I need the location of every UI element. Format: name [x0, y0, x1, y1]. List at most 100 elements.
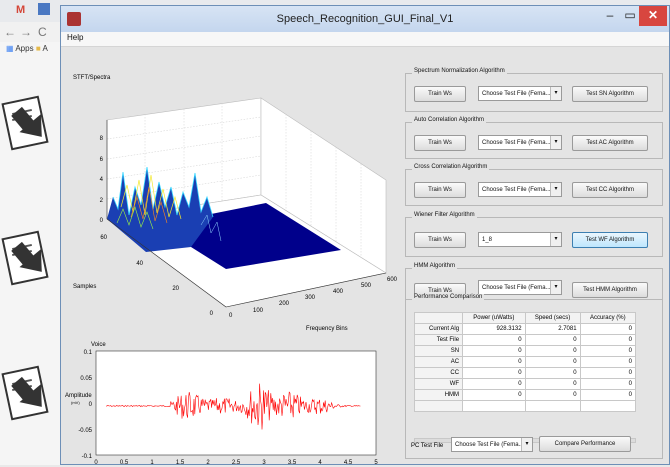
table-cell[interactable]: 0 [462, 367, 526, 379]
wf-panel: Wiener Filter Algorithm Train Ws 1_8 ▾ Te… [405, 212, 663, 257]
svg-text:100: 100 [253, 308, 264, 314]
hmm-test-file-select[interactable]: Choose Test File (Fema... ▾ [478, 280, 562, 295]
stft-ylabel: Samples [73, 284, 96, 290]
docs-tab-icon[interactable] [38, 3, 50, 15]
column-header[interactable]: Accuracy (%) [579, 312, 637, 324]
table-cell[interactable]: 0 [524, 345, 581, 357]
hmm-test-button[interactable]: Test HMM Algorithm [572, 282, 648, 298]
table-cell[interactable]: 0 [579, 345, 637, 357]
voice-ylabel: Amplitude [65, 393, 92, 399]
sn-test-button[interactable]: Test SN Algorithm [572, 86, 648, 102]
cc-test-file-select[interactable]: Choose Test File (Fema... ▾ [478, 182, 562, 197]
table-cell[interactable]: 0 [524, 334, 581, 346]
sn-panel: Spectrum Normalization Algorithm Train W… [405, 68, 663, 112]
desktop-shortcut-icon[interactable] [0, 365, 56, 427]
sn-train-button[interactable]: Train Ws [414, 86, 466, 102]
table-cell[interactable]: 0 [524, 389, 581, 401]
svg-text:500: 500 [361, 283, 372, 289]
svg-text:40: 40 [136, 261, 143, 267]
cc-panel-title: Cross Correlation Algorithm [412, 164, 490, 170]
svg-text:1: 1 [150, 460, 154, 466]
svg-text:-0.05: -0.05 [78, 428, 92, 434]
ac-train-button[interactable]: Train Ws [414, 135, 466, 151]
table-cell[interactable]: 0 [579, 378, 637, 390]
ac-panel: Auto Correlation Algorithm Train Ws Choo… [405, 117, 663, 159]
ac-test-file-select[interactable]: Choose Test File (Fema... ▾ [478, 135, 562, 150]
wf-panel-title: Wiener Filter Algorithm [412, 212, 477, 218]
chevron-down-icon: ▾ [550, 281, 561, 294]
row-header: SN [413, 345, 464, 357]
apps-grid-icon[interactable]: ▦ [6, 44, 14, 53]
reload-icon[interactable]: C [38, 25, 47, 39]
stft-spikes [107, 166, 222, 252]
column-header[interactable]: Speed (secs) [524, 312, 581, 324]
column-header[interactable]: Power (uWatts) [462, 312, 526, 324]
table-cell[interactable]: 0 [462, 334, 526, 346]
table-cell[interactable]: 0 [524, 367, 581, 379]
sn-test-file-select[interactable]: Choose Test File (Fema... ▾ [478, 86, 562, 101]
apps-bookmark[interactable]: Apps [15, 44, 34, 53]
table-cell[interactable]: 0 [524, 378, 581, 390]
desktop-shortcut-icon[interactable] [0, 95, 56, 157]
window-title: Speech_Recognition_GUI_Final_V1 [276, 13, 454, 25]
svg-text:0: 0 [89, 402, 93, 408]
svg-text:4: 4 [318, 460, 322, 466]
wf-test-button[interactable]: Test WF Algorithm [572, 232, 648, 248]
back-icon[interactable]: ← [4, 25, 16, 39]
bookmark-folder-label[interactable]: A [42, 44, 48, 53]
menu-help[interactable]: Help [67, 33, 84, 42]
minimize-icon[interactable]: – [606, 8, 614, 22]
hmm-panel-title: HMM Algorithm [412, 263, 458, 269]
cc-panel: Cross Correlation Algorithm Train Ws Cho… [405, 164, 663, 206]
ac-test-button[interactable]: Test AC Algorithm [572, 135, 648, 151]
table-cell[interactable]: 0 [462, 389, 526, 401]
svg-text:400: 400 [333, 289, 344, 295]
folder-icon[interactable]: ■ [35, 44, 41, 53]
svg-text:200: 200 [279, 301, 290, 307]
figure-area: STFT/Spectra [61, 47, 669, 466]
svg-text:6: 6 [100, 157, 104, 163]
pc-test-file-select[interactable]: Choose Test File (Fema... ▾ [451, 437, 533, 452]
table-cell[interactable]: 0 [462, 378, 526, 390]
svg-text:5: 5 [374, 460, 378, 466]
performance-panel-title: Performance Comparison [412, 294, 485, 300]
table-cell[interactable]: 0 [462, 356, 526, 368]
table-row: AC 0 0 0 [413, 356, 637, 368]
table-cell[interactable]: 2.7081 [524, 323, 581, 335]
table-cell[interactable]: 0 [579, 323, 637, 335]
performance-panel: Performance Comparison Power (uWatts) Sp… [405, 294, 663, 459]
maximize-icon[interactable]: ▭ [624, 8, 636, 22]
svg-text:2.5: 2.5 [232, 460, 241, 466]
gmail-tab-icon[interactable]: M [16, 4, 26, 16]
table-cell[interactable]: 0 [524, 356, 581, 368]
voice-ylabel-unit: (mV) [71, 400, 80, 405]
svg-text:300: 300 [305, 295, 316, 301]
chevron-down-icon: ▾ [521, 438, 532, 451]
table-cell[interactable]: 0 [579, 367, 637, 379]
table-cell[interactable]: 928.3132 [462, 323, 526, 335]
row-header: Current Alg [413, 323, 464, 335]
svg-text:20: 20 [172, 286, 179, 292]
table-cell[interactable]: 0 [579, 356, 637, 368]
voice-waveform [105, 383, 361, 430]
table-cell[interactable]: 0 [462, 345, 526, 357]
chevron-down-icon: ▾ [550, 183, 561, 196]
performance-table: Power (uWatts) Speed (secs) Accuracy (%)… [413, 312, 637, 412]
title-bar[interactable]: Speech_Recognition_GUI_Final_V1 – ▭ ✕ [61, 6, 669, 32]
table-cell[interactable]: 0 [579, 334, 637, 346]
svg-text:4: 4 [100, 177, 104, 183]
wf-test-file-select[interactable]: 1_8 ▾ [478, 232, 562, 247]
svg-text:3.5: 3.5 [288, 460, 297, 466]
svg-text:0: 0 [94, 460, 98, 466]
stft-plot: STFT/Spectra [73, 75, 398, 332]
row-header: HMM [413, 389, 464, 401]
wf-train-button[interactable]: Train Ws [414, 232, 466, 248]
voice-x-axis: 0 0.5 1 1.5 2 2.5 3 3.5 4 4.5 5 [94, 460, 378, 466]
cc-train-button[interactable]: Train Ws [414, 182, 466, 198]
forward-icon[interactable]: → [20, 25, 32, 39]
close-icon[interactable]: ✕ [639, 6, 667, 26]
table-cell[interactable]: 0 [579, 389, 637, 401]
cc-test-button[interactable]: Test CC Algorithm [572, 182, 648, 198]
compare-performance-button[interactable]: Compare Performance [539, 436, 631, 452]
desktop-shortcut-icon[interactable] [0, 230, 56, 292]
